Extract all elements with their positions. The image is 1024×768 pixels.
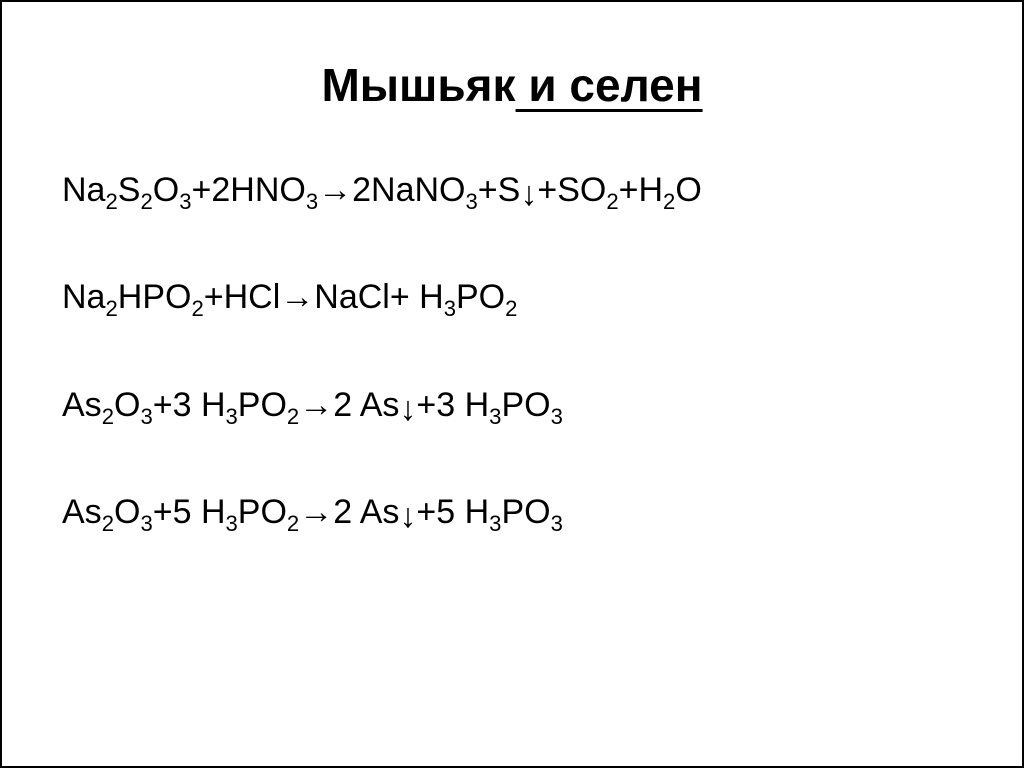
title-word1: Мышьяк [321, 59, 515, 111]
title-underlined: и селен [516, 59, 703, 111]
equation-2: Na2HPO2+HCl→NaCl+ H3PO2 [62, 279, 962, 316]
equation-4: As2O3+5 H3PO2→2 As↓+5 H3PO3 [62, 494, 962, 531]
slide-frame: Мышьяк и селен Na2S2O3+2HNO3→2NaNO3+S↓+S… [0, 0, 1024, 768]
equation-3: As2O3+3 H3PO2→2 As↓+3 H3PO3 [62, 387, 962, 424]
equation-1: Na2S2O3+2HNO3→2NaNO3+S↓+SO2+H2O [62, 172, 962, 209]
slide-title: Мышьяк и селен [62, 58, 962, 112]
equation-list: Na2S2O3+2HNO3→2NaNO3+S↓+SO2+H2O Na2HPO2+… [62, 172, 962, 532]
